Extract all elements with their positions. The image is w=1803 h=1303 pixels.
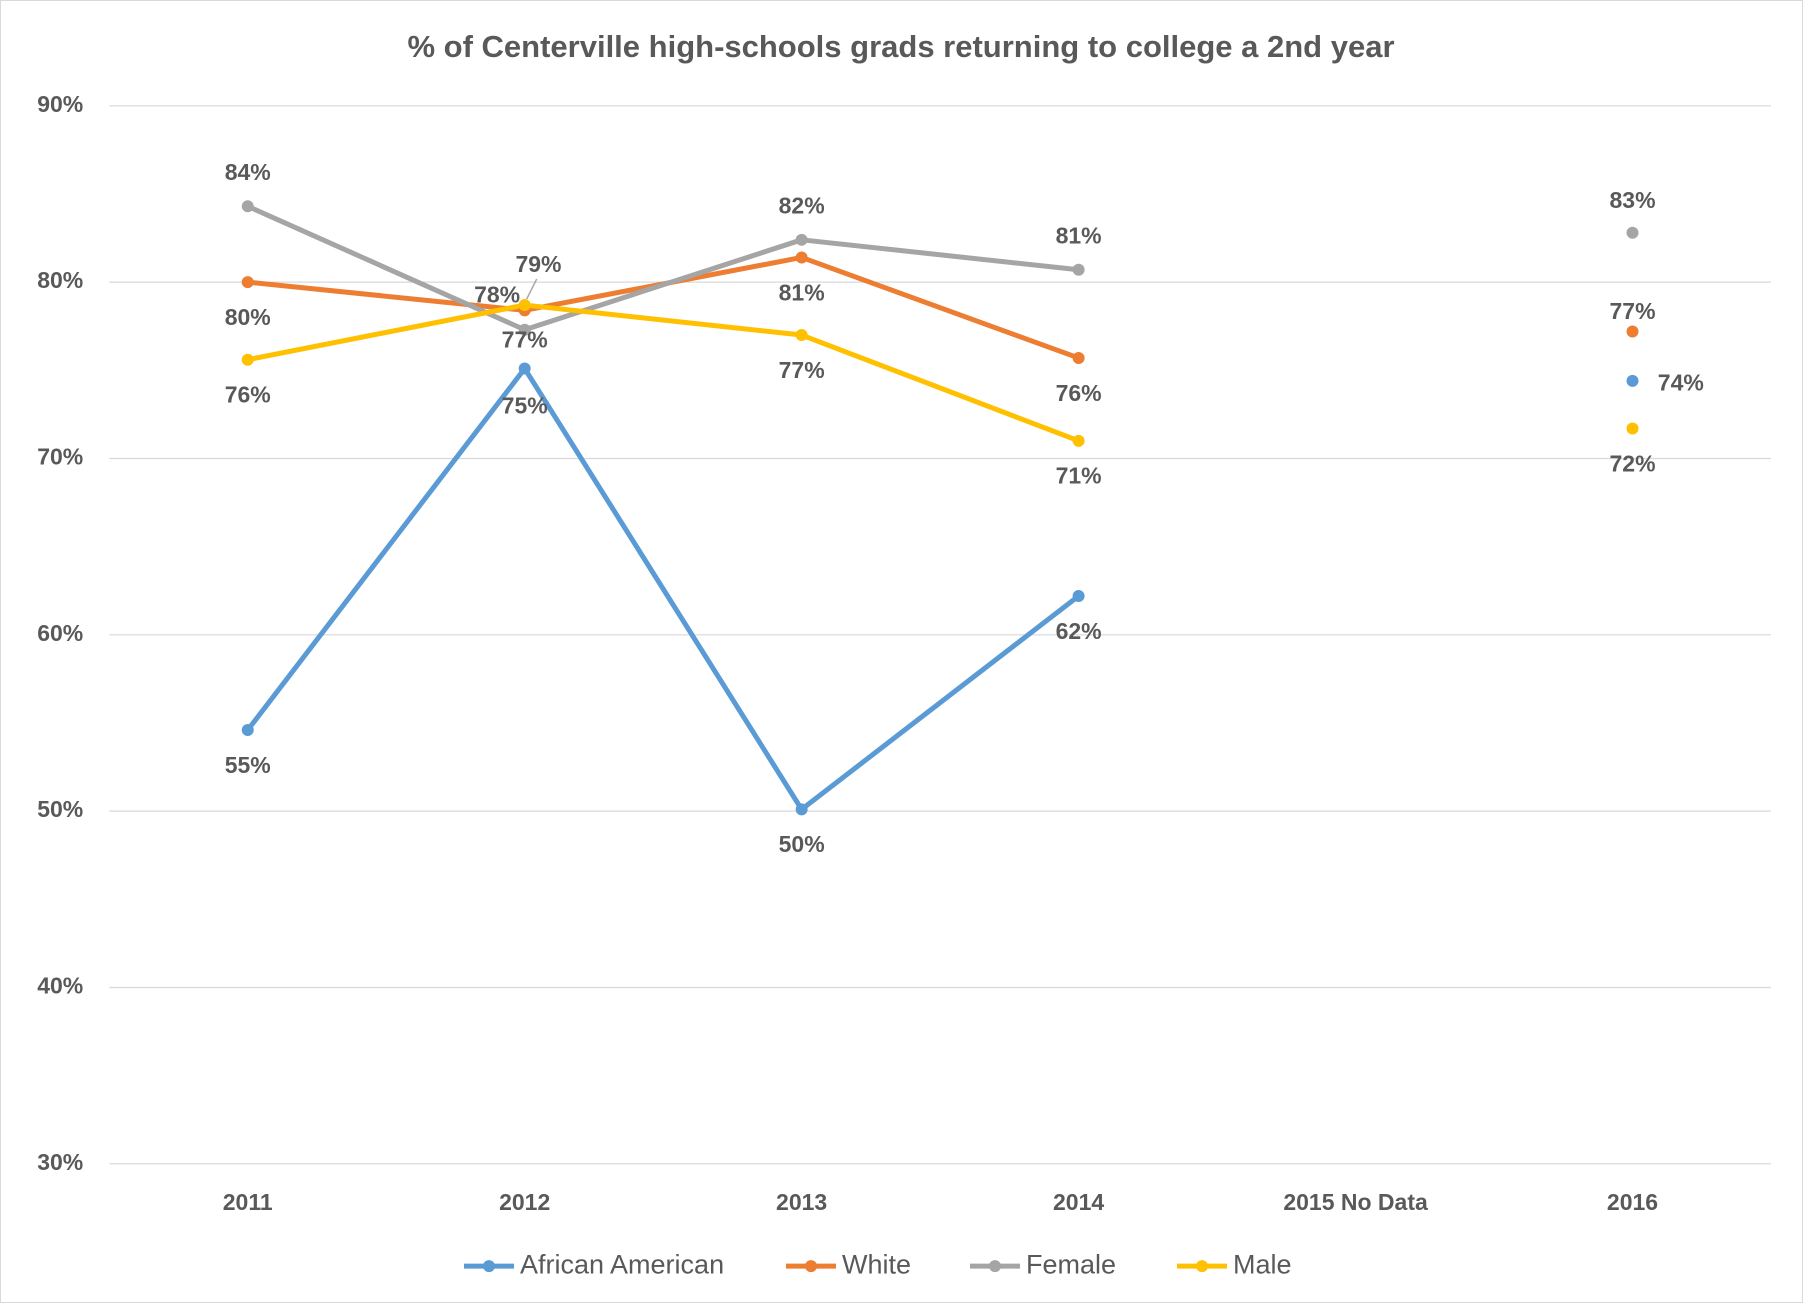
legend-marker	[1196, 1260, 1208, 1273]
data-label: 75%	[502, 393, 548, 419]
data-point	[241, 724, 254, 737]
y-tick-label: 80%	[37, 267, 83, 293]
data-label: 80%	[225, 304, 271, 330]
data-point	[1072, 263, 1085, 276]
legend-label: African American	[520, 1249, 724, 1279]
chart-title: % of Centerville high-schools grads retu…	[407, 29, 1394, 64]
data-label: 82%	[779, 193, 825, 219]
data-point	[1072, 590, 1085, 603]
legend-label: Male	[1233, 1249, 1292, 1279]
y-tick-label: 90%	[37, 91, 83, 117]
x-tick-label: 2011	[223, 1189, 273, 1215]
data-point	[518, 299, 531, 312]
data-point	[795, 233, 808, 246]
y-tick-label: 70%	[37, 444, 83, 470]
data-label: 78%	[474, 282, 520, 308]
data-label: 62%	[1056, 618, 1102, 644]
data-label: 55%	[225, 752, 271, 778]
leader-line	[526, 278, 538, 300]
x-tick-label: 2014	[1053, 1189, 1104, 1215]
legend-label: White	[842, 1249, 911, 1279]
data-label: 76%	[225, 382, 271, 408]
data-label: 71%	[1056, 463, 1102, 489]
data-point	[518, 323, 531, 336]
data-label: 77%	[1609, 298, 1655, 324]
data-label: 74%	[1658, 369, 1704, 395]
data-point	[241, 200, 254, 213]
y-tick-label: 40%	[37, 973, 83, 999]
x-tick-label: 2013	[776, 1189, 827, 1215]
data-label: 79%	[515, 251, 561, 277]
data-label: 83%	[1609, 187, 1655, 213]
data-point	[795, 329, 808, 342]
data-label: 81%	[1056, 223, 1102, 249]
data-point	[241, 353, 254, 366]
x-tick-label: 2015 No Data	[1283, 1189, 1428, 1215]
y-tick-label: 60%	[37, 620, 83, 646]
data-label: 50%	[779, 831, 825, 857]
legend-label: Female	[1026, 1249, 1116, 1279]
legend-marker	[989, 1260, 1001, 1273]
x-tick-label: 2012	[499, 1189, 550, 1215]
data-point	[1626, 422, 1639, 435]
data-label: 76%	[1056, 380, 1102, 406]
data-point	[1626, 325, 1639, 338]
data-label: 77%	[502, 326, 548, 352]
x-tick-label: 2016	[1607, 1189, 1658, 1215]
data-label: 81%	[779, 279, 825, 305]
data-point	[1072, 434, 1085, 447]
y-tick-label: 50%	[37, 796, 83, 822]
legend-marker	[483, 1260, 495, 1273]
data-point	[1626, 374, 1639, 387]
data-point	[795, 251, 808, 264]
data-label: 77%	[779, 357, 825, 383]
data-point	[1072, 351, 1085, 364]
y-tick-label: 30%	[37, 1149, 83, 1175]
data-label: 72%	[1609, 450, 1655, 476]
data-label: 84%	[225, 159, 271, 185]
data-point	[518, 362, 531, 375]
data-point	[241, 276, 254, 289]
data-point	[795, 803, 808, 816]
data-point	[1626, 226, 1639, 239]
legend-marker	[805, 1260, 817, 1273]
